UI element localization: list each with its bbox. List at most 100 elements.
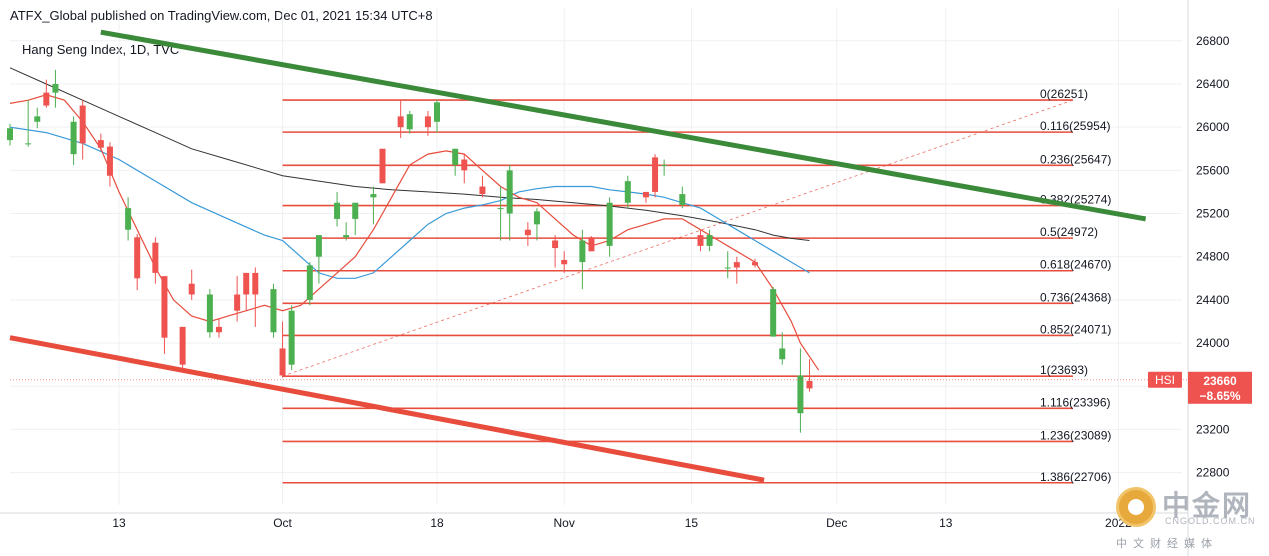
candle-body [424, 116, 431, 128]
x-tick-label: Oct [273, 516, 292, 530]
y-tick-label: 24000 [1196, 336, 1230, 350]
fib-diagonal [282, 99, 1074, 377]
candle-body [206, 294, 213, 333]
candle-body [452, 148, 459, 165]
candle-body [279, 348, 286, 376]
candle-body [43, 92, 50, 106]
candle-body [252, 272, 259, 295]
candle-body [125, 208, 132, 230]
y-tick-label: 25600 [1196, 163, 1230, 177]
fib-level-label: 0.116(25954) [1040, 119, 1111, 133]
fib-retracement: 0(26251)0.116(25954)0.236(25647)0.382(25… [282, 87, 1111, 484]
candle-body [315, 235, 322, 257]
y-tick-label: 24400 [1196, 293, 1230, 307]
candle-body [161, 276, 168, 338]
candle-body [52, 83, 59, 93]
trendline-lower [9, 335, 765, 483]
candle-body [461, 159, 468, 171]
fib-level-label: 1.116(23396) [1040, 395, 1111, 409]
x-tick-label: Dec [826, 516, 847, 530]
candle-body [334, 202, 341, 219]
watermark-brand: 中金网 [1162, 489, 1253, 522]
price-tag-bg [1188, 371, 1252, 404]
fib-level-label: 0.236(25647) [1040, 152, 1111, 166]
candle-body [379, 148, 386, 184]
cngold-coin-icon [1116, 487, 1156, 527]
candle-body [434, 102, 441, 122]
candle-body [179, 326, 186, 365]
symbol-tag: HSI [1155, 373, 1175, 387]
ma-slow-line [9, 67, 810, 241]
fib-level-label: 1(23693) [1040, 363, 1088, 377]
candle-body [706, 235, 713, 246]
ma-fast-line [9, 94, 820, 371]
candle-body [25, 143, 32, 145]
trendline-upper [100, 29, 1147, 222]
candle-body [806, 380, 813, 389]
candle-body [506, 170, 513, 214]
candle-body [642, 191, 649, 198]
fib-level-label: 0.5(24972) [1040, 225, 1098, 239]
candle-body [97, 140, 104, 148]
candle-body [751, 262, 758, 266]
fib-level-label: 1.236(23089) [1040, 428, 1111, 442]
x-tick-label: 15 [685, 516, 699, 530]
candle-body [70, 121, 77, 155]
price-tag: 23660 [1203, 374, 1237, 388]
x-tick-label: Nov [554, 516, 575, 530]
trendlines [9, 29, 1147, 483]
candles [7, 69, 813, 433]
candle-body [588, 237, 595, 252]
candle-body [406, 114, 413, 130]
x-tick-label: 18 [430, 516, 444, 530]
candle-body [579, 240, 586, 263]
candle-body [243, 272, 250, 295]
candle-body [733, 262, 740, 268]
candle-body [134, 237, 141, 279]
candle-body [106, 146, 113, 176]
y-tick-label: 25200 [1196, 207, 1230, 221]
candle-body [497, 208, 504, 210]
candle-body [624, 181, 631, 203]
y-tick-label: 23200 [1196, 422, 1230, 436]
candle-body [188, 283, 195, 295]
candle-body [697, 235, 704, 246]
candle-body [679, 194, 686, 205]
candle-body [779, 348, 786, 360]
fib-level-label: 0.736(24368) [1040, 290, 1111, 304]
candle-body [34, 116, 41, 122]
candle-body [370, 194, 377, 198]
y-tick-label: 26400 [1196, 77, 1230, 91]
published-caption: ATFX_Global published on TradingView.com… [10, 8, 433, 23]
candle-body [270, 289, 277, 333]
symbol-tag-bg [1148, 371, 1182, 388]
candle-body [152, 242, 159, 273]
y-tick-label: 24800 [1196, 250, 1230, 264]
candle-body [524, 229, 531, 236]
change-tag: −8.65% [1199, 389, 1240, 403]
fib-level-label: 0.852(24071) [1040, 322, 1111, 336]
candle-body [479, 186, 486, 195]
x-axis[interactable]: 13 Oct 18 Nov 15 Dec 13 2022 [0, 512, 1188, 530]
x-tick-label: 13 [939, 516, 953, 530]
fib-level-label: 1.386(22706) [1040, 470, 1111, 484]
candle-body [215, 326, 222, 333]
candle-body [552, 240, 559, 249]
fib-level-label: 0.618(24670) [1040, 258, 1111, 272]
last-price-marker: HSI 23660−8.65% [10, 371, 1252, 404]
candle-body [797, 375, 804, 414]
candle-body [561, 259, 568, 265]
candle-body [288, 310, 295, 365]
candle-body [397, 116, 404, 128]
watermark-url: CNGOLD.COM.CN [1165, 516, 1256, 526]
symbol-title: Hang Seng Index, 1D, TVC [22, 42, 180, 57]
y-axis[interactable]: 2280023200236002400024400248002520025600… [1187, 0, 1230, 556]
candle-body [724, 267, 731, 269]
candle-body [770, 289, 777, 337]
candle-body [79, 105, 86, 144]
grid-lines [10, 8, 1182, 505]
fib-level-label: 0(26251) [1040, 87, 1088, 101]
candle-body [652, 157, 659, 192]
candle-body [7, 128, 13, 141]
